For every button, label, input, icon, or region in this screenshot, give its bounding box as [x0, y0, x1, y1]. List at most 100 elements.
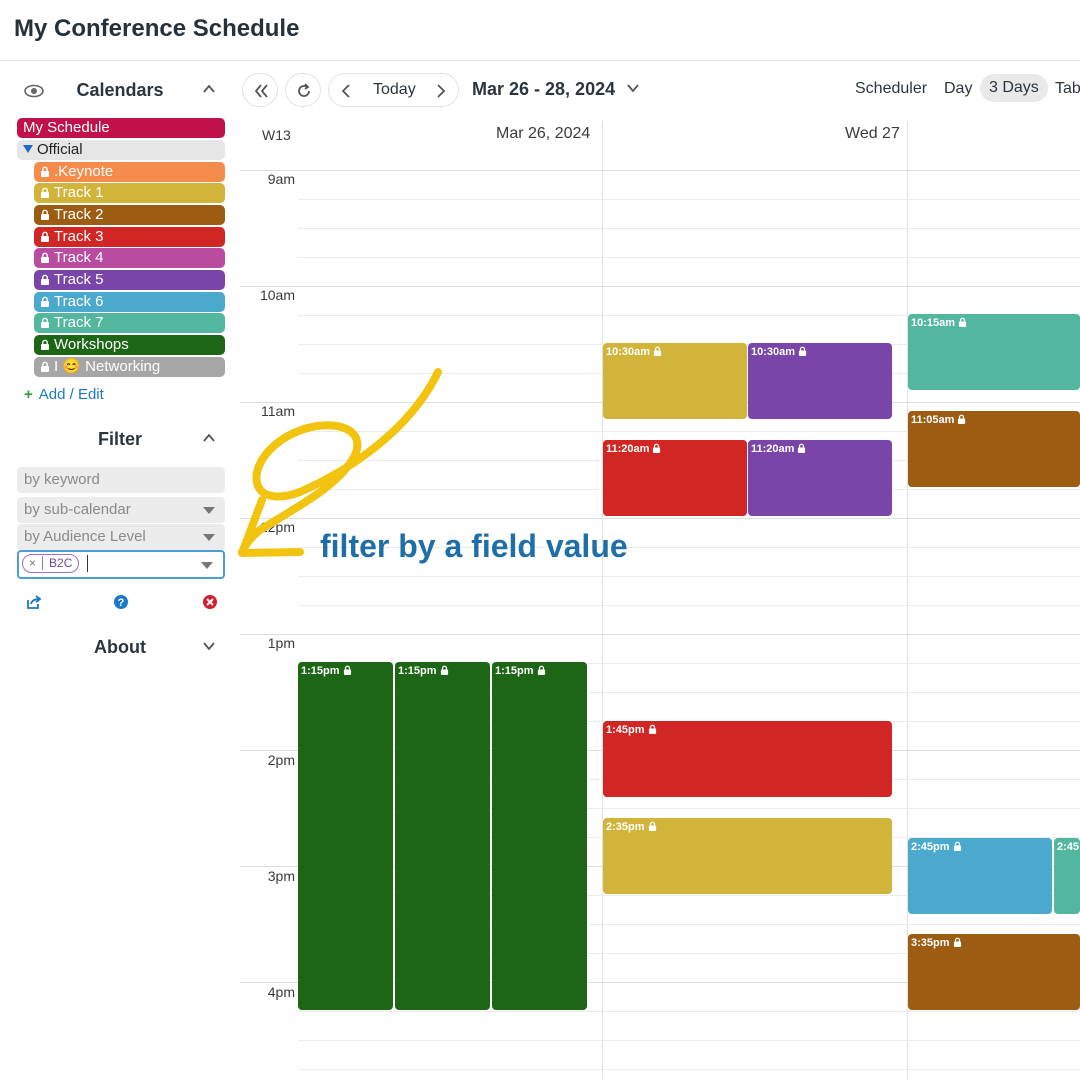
event-time: 3:35pm: [911, 937, 950, 949]
calendars-section-header[interactable]: Calendars: [0, 76, 240, 106]
about-section-header[interactable]: About: [0, 633, 240, 663]
calendar-event[interactable]: 1:15pm: [492, 662, 587, 1010]
calendar-event[interactable]: 1:15pm: [298, 662, 393, 1010]
calendar-item-label: Official: [37, 141, 83, 158]
add-edit-link[interactable]: + Add / Edit: [24, 386, 104, 403]
view-3days-tab[interactable]: 3 Days: [980, 74, 1048, 102]
clear-filters-icon[interactable]: [202, 594, 218, 610]
calendar-item-label: Track 2: [54, 206, 104, 223]
chip-remove-button[interactable]: ×: [29, 556, 44, 570]
calendar-item-label: Track 7: [54, 314, 104, 331]
event-time: 1:15pm: [398, 665, 437, 677]
calendar-item-label: Track 5: [54, 271, 104, 288]
day-header-mar26[interactable]: Mar 26, 2024: [496, 125, 591, 142]
share-icon[interactable]: [26, 594, 42, 610]
day-divider: [602, 121, 603, 1080]
slot-gridline: [298, 692, 1080, 693]
hour-label: 12pm: [259, 519, 295, 535]
hour-label: 4pm: [267, 984, 295, 1000]
view-scheduler-tab[interactable]: Scheduler: [855, 80, 928, 97]
sidebar: Calendars My Schedule Official .Keynote Tra…: [0, 61, 240, 1080]
chevron-right-icon[interactable]: [434, 83, 448, 99]
dropdown-arrow-icon[interactable]: [201, 562, 213, 569]
calendar-event[interactable]: 1:15pm: [395, 662, 490, 1010]
slot-gridline: [298, 924, 1080, 925]
event-time: 2:45: [1057, 841, 1080, 853]
calendar-item-track-6[interactable]: Track 6: [34, 292, 225, 312]
calendar-event[interactable]: 10:15am: [908, 314, 1080, 390]
calendar-item-label: My Schedule: [23, 119, 110, 136]
lock-icon: [798, 443, 806, 453]
calendar-item-keynote[interactable]: .Keynote: [34, 162, 225, 182]
calendar-item-i-networking[interactable]: I 😊 Networking: [34, 357, 225, 377]
slot-gridline: [298, 953, 1080, 954]
expand-triangle-icon[interactable]: [23, 145, 33, 153]
event-time: 2:45pm: [911, 841, 950, 853]
calendar-item-label: I 😊 Networking: [54, 358, 161, 375]
slot-gridline: [298, 1069, 1080, 1070]
page-title: My Conference Schedule: [14, 15, 300, 42]
eye-icon[interactable]: [24, 84, 44, 98]
calendar-item-track-4[interactable]: Track 4: [34, 248, 225, 268]
chevron-down-icon[interactable]: [202, 639, 216, 653]
field-value-filter-select[interactable]: × B2C: [17, 550, 225, 579]
calendar-item-track-2[interactable]: Track 2: [34, 205, 225, 225]
calendar-event[interactable]: 1:45pm: [603, 721, 892, 797]
calendar-event[interactable]: 10:30am: [748, 343, 892, 419]
lock-icon: [41, 317, 49, 328]
text-caret: [87, 555, 89, 572]
subcalendar-filter-select[interactable]: by sub-calendar: [17, 497, 225, 523]
slot-gridline: [298, 663, 1080, 664]
hour-label: 1pm: [267, 635, 295, 651]
slot-gridline: [298, 895, 1080, 896]
view-table-tab[interactable]: Tab: [1055, 80, 1080, 97]
calendar-item-workshops[interactable]: Workshops: [34, 335, 225, 355]
calendar-event[interactable]: 2:35pm: [603, 818, 892, 894]
slot-gridline: [298, 431, 1080, 432]
chevron-up-icon[interactable]: [202, 431, 216, 445]
day-header-wed27[interactable]: Wed 27: [845, 125, 900, 142]
double-chevron-left-icon: [254, 84, 268, 98]
help-icon[interactable]: ?: [113, 594, 129, 610]
keyword-filter-input[interactable]: by keyword: [17, 467, 225, 493]
chevron-left-icon[interactable]: [339, 83, 353, 99]
subcalendar-filter-label: by sub-calendar: [24, 501, 131, 518]
hour-gridline: [240, 634, 1080, 635]
hour-label: 9am: [267, 171, 295, 187]
calendar-event[interactable]: 10:30am: [603, 343, 747, 419]
dropdown-arrow-icon: [203, 534, 215, 541]
app-header: My Conference Schedule: [0, 0, 1080, 61]
calendar-event[interactable]: 2:45pm: [908, 838, 1052, 914]
jump-back-button[interactable]: [242, 73, 278, 107]
audience-filter-select[interactable]: by Audience Level: [17, 524, 225, 550]
filter-section-header[interactable]: Filter: [0, 425, 240, 455]
calendar-item-track-5[interactable]: Track 5: [34, 270, 225, 290]
hour-gridline: [240, 982, 1080, 983]
calendar-item-label: Workshops: [54, 336, 129, 353]
calendar-event[interactable]: 11:05am: [908, 411, 1080, 487]
chevron-up-icon[interactable]: [202, 82, 216, 96]
date-range-label: Mar 26 - 28, 2024: [472, 79, 616, 99]
lock-icon: [41, 166, 49, 177]
refresh-button[interactable]: [285, 73, 321, 107]
lock-icon: [958, 414, 966, 424]
lock-icon: [653, 443, 661, 453]
filter-title: Filter: [97, 429, 142, 449]
calendar-item-track-3[interactable]: Track 3: [34, 227, 225, 247]
calendar-event[interactable]: 11:20am: [603, 440, 747, 516]
calendar-item-my-schedule[interactable]: My Schedule: [17, 118, 225, 138]
calendar-item-track-7[interactable]: Track 7: [34, 313, 225, 333]
calendar-item-official[interactable]: Official: [17, 140, 225, 160]
calendar-event[interactable]: 3:35pm: [908, 934, 1080, 1010]
hour-gridline: [240, 286, 1080, 287]
hour-label: 2pm: [267, 752, 295, 768]
calendar-event[interactable]: 2:45: [1054, 838, 1080, 914]
calendar-event[interactable]: 11:20am: [748, 440, 892, 516]
add-edit-label: Add / Edit: [38, 386, 104, 403]
view-day-tab[interactable]: Day: [944, 80, 973, 97]
lock-icon: [41, 209, 49, 220]
slot-gridline: [298, 228, 1080, 229]
calendar-item-track-1[interactable]: Track 1: [34, 183, 225, 203]
today-button[interactable]: Today: [373, 81, 416, 98]
date-range-picker[interactable]: Mar 26 - 28, 2024: [472, 79, 640, 100]
